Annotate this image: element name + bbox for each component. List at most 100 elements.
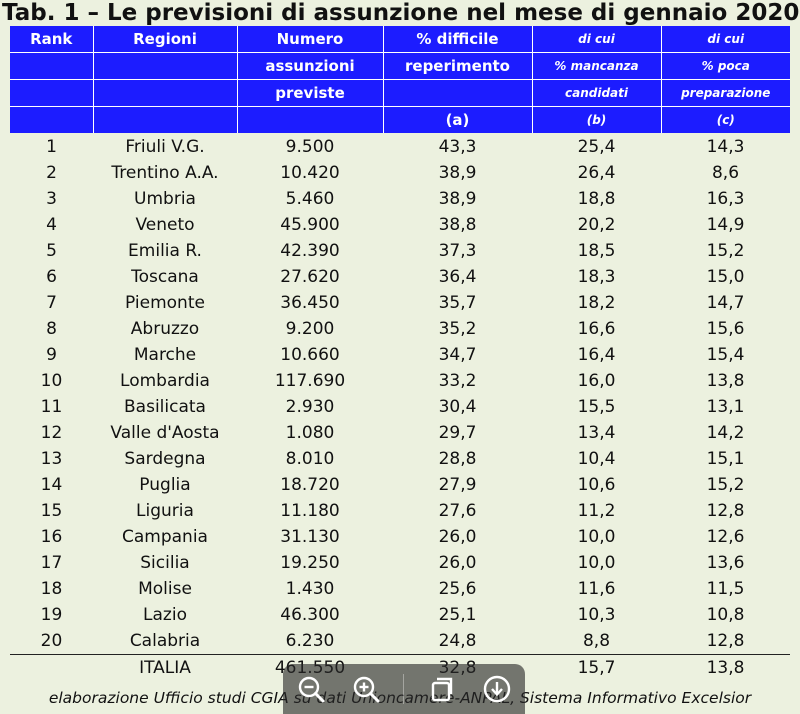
image-viewer-toolbar	[283, 664, 525, 714]
cell-mancanza: 11,6	[577, 579, 616, 599]
cell-preparazione: 12,6	[706, 527, 745, 547]
cell-preparazione: 15,2	[706, 241, 745, 261]
col-header-regioni: Regioni	[92, 26, 237, 53]
header-row: Rank Regioni Numero % difficile di cui d…	[10, 26, 790, 53]
cell-rank: 11	[40, 397, 63, 417]
cell-mancanza: 16,6	[577, 319, 616, 339]
cell-preparazione: 8,6	[711, 163, 740, 183]
cell-preparazione: 16,3	[706, 189, 745, 209]
cell-preparazione: 13,8	[706, 371, 745, 391]
total-cell-rank	[10, 654, 93, 681]
table-row: 12 Valle d'Aosta 1.080 29,7 13,4 14,2	[10, 420, 790, 446]
cell-region: Valle d'Aosta	[110, 423, 220, 443]
cell-difficile: 30,4	[438, 397, 477, 417]
cell-difficile: 28,8	[438, 449, 477, 469]
cell-assunzioni: 19.250	[280, 553, 340, 573]
rotate-button[interactable]	[424, 671, 460, 707]
cell-mancanza: 11,2	[577, 501, 616, 521]
cell-rank: 9	[46, 345, 57, 365]
cell-preparazione: 13,1	[706, 397, 745, 417]
cell-difficile: 35,7	[438, 293, 477, 313]
cell-mancanza: 10,6	[577, 475, 616, 495]
cell-mancanza: 10,4	[577, 449, 616, 469]
col-header-dicui-b: di cui	[531, 26, 661, 53]
cell-mancanza: 8,8	[582, 631, 611, 651]
cell-difficile: 29,7	[438, 423, 477, 443]
cell-rank: 20	[40, 631, 63, 651]
cell-mancanza: 25,4	[577, 137, 616, 157]
cell-rank: 16	[40, 527, 63, 547]
table-row: 4 Veneto 45.900 38,8 20,2 14,9	[10, 212, 790, 238]
col-header-cell	[10, 106, 93, 133]
table-row: 10 Lombardia 117.690 33,2 16,0 13,8	[10, 368, 790, 394]
col-header-rank: Rank	[10, 26, 93, 53]
cell-assunzioni: 18.720	[280, 475, 340, 495]
cell-rank: 18	[40, 579, 63, 599]
cell-region: Lazio	[143, 605, 187, 625]
cell-preparazione: 15,2	[706, 475, 745, 495]
cell-assunzioni: 11.180	[280, 501, 340, 521]
cell-rank: 7	[46, 293, 57, 313]
cell-assunzioni: 1.080	[285, 423, 335, 443]
cell-difficile: 38,9	[438, 189, 477, 209]
cell-assunzioni: 27.620	[280, 267, 340, 287]
cell-preparazione: 15,0	[706, 267, 745, 287]
cell-preparazione: 14,7	[706, 293, 745, 313]
cell-assunzioni: 5.460	[285, 189, 335, 209]
table-row: 18 Molise 1.430 25,6 11,6 11,5	[10, 576, 790, 602]
cell-mancanza: 18,2	[577, 293, 616, 313]
table-row: 19 Lazio 46.300 25,1 10,3 10,8	[10, 602, 790, 628]
col-header-cell: (a)	[382, 106, 532, 133]
zoom-out-icon	[298, 676, 325, 703]
zoom-out-button[interactable]	[293, 671, 329, 707]
cell-rank: 8	[46, 319, 57, 339]
cell-difficile: 38,8	[438, 215, 477, 235]
cell-region: Lombardia	[120, 371, 210, 391]
cell-assunzioni: 36.450	[280, 293, 340, 313]
cell-region: Trentino A.A.	[111, 163, 219, 183]
col-header-cell: candidati	[531, 79, 661, 107]
header-row: (a) (b) (c)	[10, 106, 790, 133]
cell-region: Puglia	[139, 475, 191, 495]
cell-assunzioni: 6.230	[285, 631, 335, 651]
cell-mancanza: 20,2	[577, 215, 616, 235]
cell-assunzioni: 42.390	[280, 241, 340, 261]
cell-assunzioni: 10.420	[280, 163, 340, 183]
cell-assunzioni: 117.690	[274, 371, 346, 391]
col-header-cell: (c)	[660, 106, 790, 133]
cell-region: Marche	[133, 345, 197, 365]
table-title: Tab. 1 – Le previsioni di assunzione nel…	[2, 0, 800, 26]
cell-mancanza: 18,3	[577, 267, 616, 287]
cell-region: Campania	[122, 527, 208, 547]
table-row: 6 Toscana 27.620 36,4 18,3 15,0	[10, 264, 790, 290]
cell-preparazione: 10,8	[706, 605, 745, 625]
cell-preparazione: 12,8	[706, 631, 745, 651]
cell-mancanza: 10,0	[577, 553, 616, 573]
cell-rank: 17	[40, 553, 63, 573]
cell-mancanza: 16,4	[577, 345, 616, 365]
cell-assunzioni: 9.500	[285, 137, 335, 157]
col-header-cell	[92, 106, 237, 133]
toolbar-divider	[403, 674, 405, 704]
cell-region: Basilicata	[124, 397, 206, 417]
table-row: 13 Sardegna 8.010 28,8 10,4 15,1	[10, 446, 790, 472]
zoom-in-button[interactable]	[348, 671, 384, 707]
col-header-cell: assunzioni	[236, 52, 383, 80]
cell-preparazione: 15,6	[706, 319, 745, 339]
cell-difficile: 25,6	[438, 579, 477, 599]
download-button[interactable]	[479, 671, 515, 707]
cell-difficile: 25,1	[438, 605, 477, 625]
cell-rank: 19	[40, 605, 63, 625]
cell-rank: 14	[40, 475, 63, 495]
cell-rank: 1	[46, 137, 57, 157]
cell-preparazione: 12,8	[706, 501, 745, 521]
cell-difficile: 24,8	[438, 631, 477, 651]
cell-assunzioni: 31.130	[280, 527, 340, 547]
col-header-dicui-c: di cui	[660, 26, 790, 53]
col-header-difficile: % difficile	[382, 26, 532, 53]
cell-preparazione: 13,6	[706, 553, 745, 573]
cell-region: Toscana	[131, 267, 199, 287]
table-row: 1 Friuli V.G. 9.500 43,3 25,4 14,3	[10, 133, 790, 160]
cell-difficile: 33,2	[438, 371, 477, 391]
col-header-cell	[92, 79, 237, 107]
